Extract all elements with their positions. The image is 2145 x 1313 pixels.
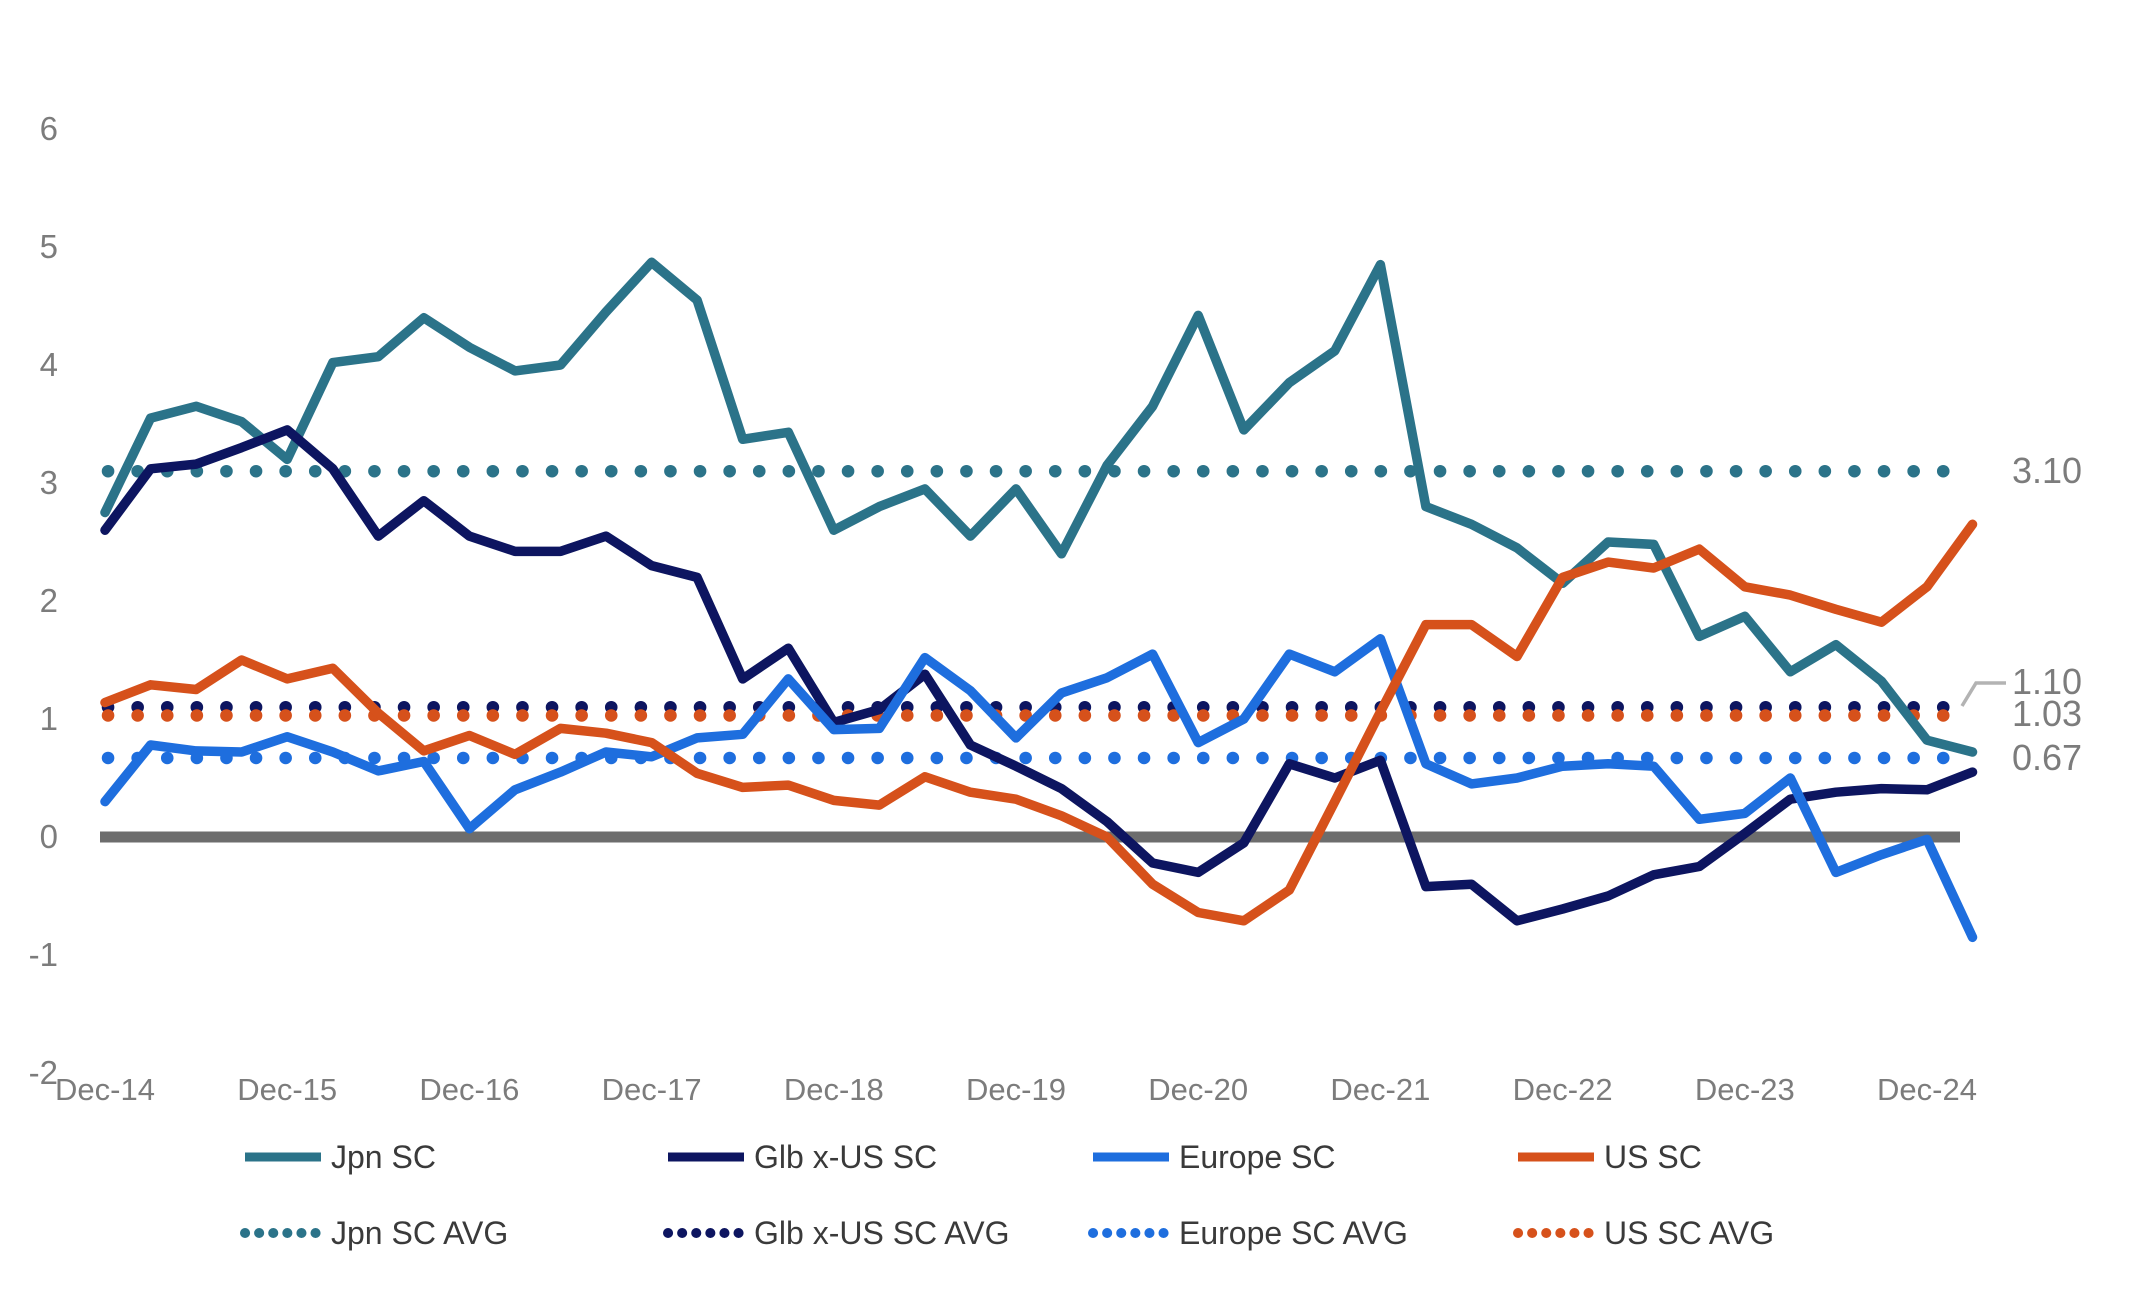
x-axis-label-dec-17: Dec-17 (602, 1072, 702, 1107)
x-axis-label-dec-23: Dec-23 (1695, 1072, 1795, 1107)
x-axis-label-dec-15: Dec-15 (237, 1072, 337, 1107)
y-axis-label-5: 5 (40, 228, 58, 265)
us-sc-line (100, 519, 1978, 926)
y-axis-label-3: 3 (40, 464, 58, 501)
us-sc-legend-label: US SC (1604, 1139, 1702, 1175)
y-axis-label-4: 4 (40, 346, 58, 383)
legend-item-glb-x-us-sc: Glb x-US SC (668, 1139, 937, 1175)
x-axis-label-dec-14: Dec-14 (55, 1072, 155, 1107)
legend-item-us-sc: US SC (1518, 1139, 1702, 1175)
avg-label-connector (1960, 681, 2006, 707)
legend-item-glb-x-us-sc-avg: Glb x-US SC AVG (663, 1215, 1009, 1251)
glb-x-us-sc-avg-legend-label: Glb x-US SC AVG (754, 1215, 1009, 1251)
y-axis-label-0: 0 (40, 818, 58, 855)
y-axis-label--2: -2 (29, 1054, 58, 1091)
legend-item-europe-sc: Europe SC (1093, 1139, 1336, 1175)
avg-value-label-1.03: 1.03 (2012, 693, 2082, 734)
legend-item-us-sc-avg: US SC AVG (1513, 1215, 1774, 1251)
x-axis-label-dec-21: Dec-21 (1330, 1072, 1430, 1107)
us-sc-avg-legend-label: US SC AVG (1604, 1215, 1774, 1251)
legend-item-jpn-sc: Jpn SC (245, 1139, 436, 1175)
y-axis-label-6: 6 (40, 110, 58, 147)
x-axis-label-dec-18: Dec-18 (784, 1072, 884, 1107)
europe-sc-line (100, 634, 1978, 943)
x-axis-label-dec-22: Dec-22 (1513, 1072, 1613, 1107)
x-axis-label-dec-24: Dec-24 (1877, 1072, 1977, 1107)
glb-x-us-sc-line (100, 425, 1978, 926)
x-axis-label-dec-16: Dec-16 (419, 1072, 519, 1107)
avg-value-label-3.10: 3.10 (2012, 450, 2082, 491)
jpn-sc-avg-legend-label: Jpn SC AVG (331, 1215, 508, 1251)
legend-item-europe-sc-avg: Europe SC AVG (1088, 1215, 1408, 1251)
glb-x-us-sc-legend-label: Glb x-US SC (754, 1139, 937, 1175)
europe-sc-legend-label: Europe SC (1179, 1139, 1336, 1175)
jpn-sc-legend-label: Jpn SC (331, 1139, 436, 1175)
y-axis-label-2: 2 (40, 582, 58, 619)
avg-value-label-0.67: 0.67 (2012, 737, 2082, 778)
y-axis-label-1: 1 (40, 700, 58, 737)
europe-sc-avg-legend-label: Europe SC AVG (1179, 1215, 1408, 1251)
legend-item-jpn-sc-avg: Jpn SC AVG (240, 1215, 508, 1251)
avg-value-label-1.10: 1.10 (2012, 661, 2082, 702)
y-axis-label--1: -1 (29, 936, 58, 973)
x-axis-label-dec-19: Dec-19 (966, 1072, 1066, 1107)
x-axis-label-dec-20: Dec-20 (1148, 1072, 1248, 1107)
jpn-sc-line (100, 257, 1978, 757)
